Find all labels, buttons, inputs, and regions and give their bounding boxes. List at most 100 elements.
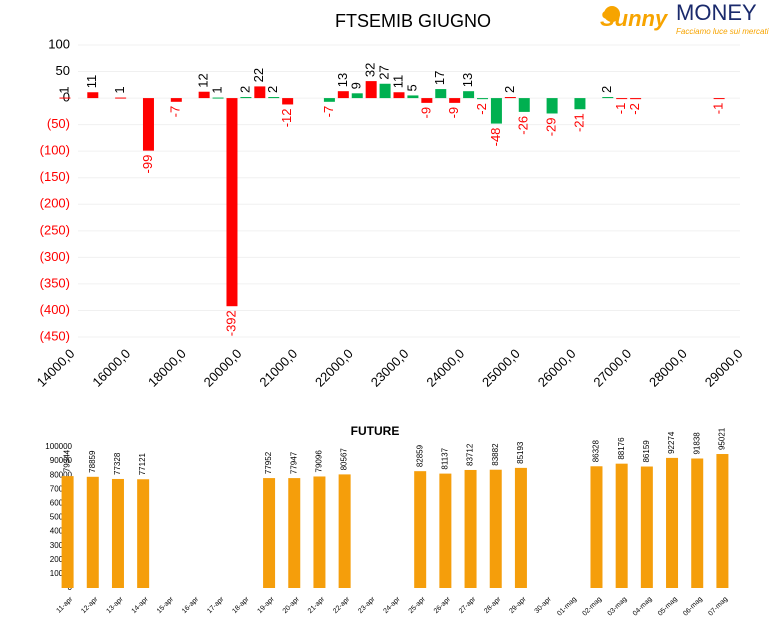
data-label: 92274 — [667, 431, 676, 454]
data-label: -29 — [544, 117, 559, 136]
y-tick-label: (400) — [40, 302, 70, 317]
bar — [226, 98, 238, 307]
bar — [323, 98, 335, 102]
data-label: -9 — [446, 107, 461, 119]
data-label: 22 — [251, 68, 266, 82]
bar — [337, 91, 349, 99]
bar — [59, 97, 71, 99]
data-label: -1 — [613, 103, 628, 115]
x-tick-label: 25-apr — [408, 595, 428, 615]
bar — [615, 463, 628, 588]
y-tick-label: 40000 — [50, 527, 73, 536]
bar — [616, 98, 628, 100]
y-tick-label: 30000 — [50, 541, 73, 550]
data-label: -48 — [488, 128, 503, 147]
data-label: -392 — [223, 310, 238, 336]
bar — [439, 473, 452, 588]
x-tick-label: 15-apr — [156, 595, 176, 615]
x-tick-label: 20-apr — [282, 595, 302, 615]
x-tick-label: 19-apr — [257, 595, 277, 615]
x-tick-label: 11-apr — [55, 595, 74, 614]
y-tick-label: 10000 — [50, 569, 73, 578]
data-label: -7 — [321, 106, 336, 118]
x-tick-label: 25000,0 — [479, 346, 523, 390]
bar — [630, 98, 642, 100]
bar — [691, 458, 704, 588]
y-tick-label: 90000 — [50, 456, 73, 465]
x-tick-label: 14-apr — [131, 595, 151, 615]
data-label: 86159 — [642, 440, 651, 463]
data-label: 88176 — [617, 437, 626, 460]
data-label: 81137 — [440, 447, 449, 469]
y-tick-label: (300) — [40, 249, 70, 264]
y-tick-label: (150) — [40, 169, 70, 184]
bar — [268, 97, 280, 99]
bar — [590, 466, 603, 588]
bar — [86, 476, 99, 588]
bar — [137, 479, 150, 588]
x-tick-label: 21000,0 — [256, 346, 300, 390]
bar — [421, 98, 433, 103]
bar — [489, 469, 502, 588]
bar — [713, 98, 725, 100]
bar — [198, 91, 210, 99]
data-label: 2 — [265, 86, 280, 93]
bar — [288, 478, 301, 588]
data-label: 77952 — [264, 451, 273, 474]
data-label: -9 — [418, 107, 433, 119]
bar — [254, 86, 266, 99]
x-tick-label: 02-mag — [581, 596, 603, 618]
y-tick-label: 50 — [56, 63, 70, 78]
data-label: 32 — [363, 63, 378, 77]
bar — [414, 471, 427, 588]
data-label: 2 — [599, 86, 614, 93]
logo-sun — [604, 6, 620, 22]
data-label: -2 — [474, 103, 489, 115]
bar — [463, 91, 475, 99]
data-label: 27 — [377, 65, 392, 79]
x-tick-label: 26-apr — [433, 595, 453, 615]
bar — [602, 97, 614, 99]
bar — [449, 98, 461, 103]
data-label: 77328 — [113, 452, 122, 475]
bar — [365, 81, 377, 99]
data-label: 86328 — [592, 439, 601, 462]
bar — [351, 93, 363, 99]
chart-title: FTSEMIB GIUGNO — [335, 11, 491, 31]
data-label: 78859 — [88, 450, 97, 473]
y-tick-label: 70000 — [50, 484, 73, 493]
y-tick-label: (250) — [40, 222, 70, 237]
bar — [716, 454, 729, 588]
bar — [518, 98, 530, 112]
x-tick-label: 07-mag — [707, 596, 729, 618]
data-label: 13 — [335, 73, 350, 87]
x-tick-label: 22-apr — [332, 595, 352, 615]
bar — [338, 474, 351, 588]
bar — [263, 478, 276, 588]
bar — [464, 469, 477, 588]
data-label: 79096 — [315, 450, 324, 473]
bar — [142, 98, 154, 151]
bar — [546, 98, 558, 114]
x-tick-label: 13-apr — [105, 595, 125, 615]
y-tick-label: 80000 — [50, 470, 73, 479]
data-label: 95021 — [718, 427, 727, 450]
x-tick-label: 24000,0 — [423, 346, 467, 390]
x-tick-label: 01-mag — [556, 596, 578, 618]
data-label: -26 — [516, 116, 531, 135]
x-tick-label: 18000,0 — [145, 346, 189, 390]
x-tick-label: 16000,0 — [89, 346, 133, 390]
bar — [504, 97, 516, 99]
x-tick-label: 28000,0 — [646, 346, 690, 390]
bar — [111, 478, 124, 588]
logo: Sunny MONEY Facciamo luce sui mercati — [600, 0, 769, 36]
data-label: 11 — [390, 75, 405, 89]
data-label: 82859 — [415, 444, 424, 467]
x-tick-label: 29-apr — [508, 595, 528, 615]
bar — [282, 98, 294, 105]
y-tick-label: 50000 — [50, 513, 73, 522]
y-tick-label: (350) — [40, 275, 70, 290]
bar — [212, 97, 224, 99]
x-tick-label: 18-apr — [231, 595, 251, 615]
data-label: 1 — [56, 86, 71, 93]
